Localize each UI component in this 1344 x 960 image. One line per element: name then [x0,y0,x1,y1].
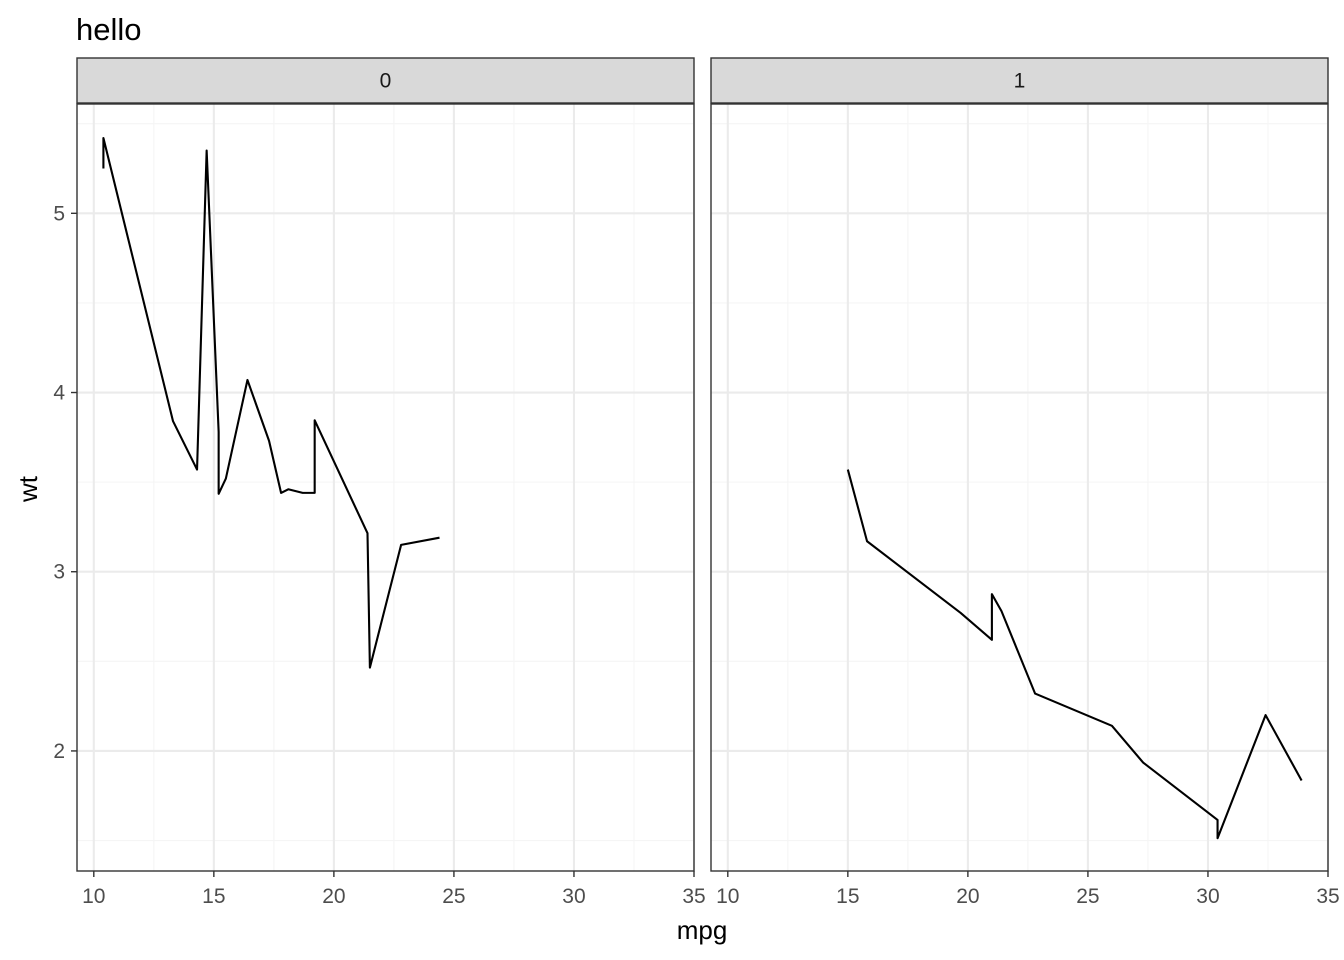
panel-border [710,103,1329,872]
x-tick-label: 35 [682,885,705,908]
facet-panel-0: 0 [76,57,696,872]
x-tick-label: 35 [1316,885,1339,908]
y-tick-label: 2 [53,740,65,763]
x-axis-title: mpg [677,915,728,945]
series-line-facet-0 [102,137,440,669]
facet-strip [76,57,695,104]
x-tick-label: 10 [716,885,739,908]
x-tick-label: 30 [562,885,585,908]
chart-title: hello [76,12,142,47]
series-line-facet-1 [846,469,1303,840]
facet-strip-label: 1 [1014,70,1026,93]
x-tick-label: 10 [82,885,105,908]
y-tick-label: 5 [53,202,65,225]
x-tick-label: 20 [322,885,345,908]
panel-border [76,103,695,872]
y-axis-title: wt [13,475,43,503]
facet-strip [710,57,1329,104]
panel-background [711,104,1328,871]
y-tick-label: 4 [53,382,65,405]
x-tick-label: 25 [1076,885,1099,908]
x-tick-label: 25 [442,885,465,908]
x-tick-label: 30 [1196,885,1219,908]
facet-strip-label: 0 [380,70,392,93]
x-tick-label: 15 [836,885,859,908]
x-tick-label: 20 [956,885,979,908]
panel-background [77,104,694,871]
x-tick-label: 15 [202,885,225,908]
y-tick-label: 3 [53,561,65,584]
x-axes: 10 15 20 25 30 35 10 15 20 25 30 35 [82,871,1340,908]
facet-panel-1: 1 [710,57,1330,872]
y-axis: 2 3 4 5 [53,202,77,763]
